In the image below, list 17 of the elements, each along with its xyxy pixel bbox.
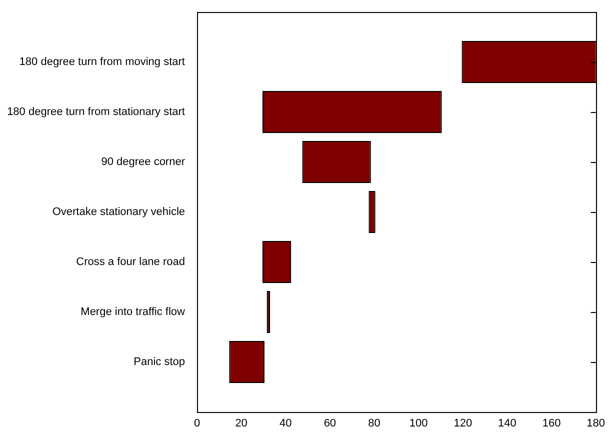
x-tick-label: 120 — [454, 418, 472, 430]
x-tick-label: 60 — [324, 418, 336, 430]
y-tick-label: Cross a four lane road — [76, 256, 185, 268]
y-tick-label: 180 degree turn from moving start — [19, 56, 185, 68]
x-tick-label: 140 — [498, 418, 516, 430]
y-tick-label: Merge into traffic flow — [80, 306, 186, 318]
x-tick-label: 100 — [409, 418, 428, 430]
x-tick-label: 160 — [542, 418, 561, 430]
y-tick-label: Panic stop — [134, 356, 185, 368]
x-tick-label: 20 — [235, 418, 248, 430]
x-tick-label: 80 — [368, 418, 380, 430]
y-tick-label: 90 degree corner — [101, 156, 186, 168]
y-tick-label: Overtake stationary vehicle — [52, 206, 185, 218]
x-tick-label: 40 — [280, 418, 292, 430]
x-tick-label: 180 — [586, 418, 606, 430]
y-tick-label: 180 degree turn from stationary start — [7, 106, 185, 118]
x-tick-label: 0 — [194, 418, 200, 430]
